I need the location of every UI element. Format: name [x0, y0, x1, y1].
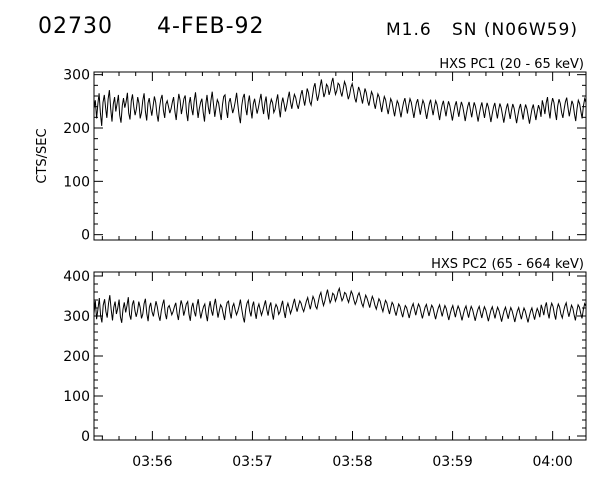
y-axis-label: CTS/SEC [35, 128, 50, 183]
x-tick-label: 03:57 [232, 454, 272, 470]
y-tick-label: 100 [63, 174, 90, 190]
y-tick-label: 200 [63, 349, 90, 365]
y-tick-label: 200 [63, 121, 90, 137]
y-tick-label: 300 [63, 68, 90, 84]
y-tick-label: 300 [63, 309, 90, 325]
x-tick-label: 03:59 [432, 454, 472, 470]
panel-title: HXS PC1 (20 - 65 keV) [439, 57, 584, 72]
event-date: 4-FEB-92 [157, 14, 265, 39]
count-rate-line [93, 286, 587, 323]
plot-frame [93, 271, 587, 441]
y-tick-label: 0 [81, 228, 90, 244]
x-tick-label: 04:00 [532, 454, 572, 470]
event-number: 02730 [38, 14, 113, 39]
y-tick-label: 100 [63, 389, 90, 405]
count-rate-line [93, 77, 587, 126]
x-tick-label: 03:56 [132, 454, 172, 470]
flare-class: M1.6 [386, 20, 432, 40]
y-tick-label: 0 [81, 429, 90, 445]
plot-frame [93, 71, 587, 241]
panel-title: HXS PC2 (65 - 664 keV) [431, 257, 584, 272]
y-tick-label: 400 [63, 269, 90, 285]
x-tick-label: 03:58 [332, 454, 372, 470]
flare-location: SN (N06W59) [452, 20, 578, 40]
